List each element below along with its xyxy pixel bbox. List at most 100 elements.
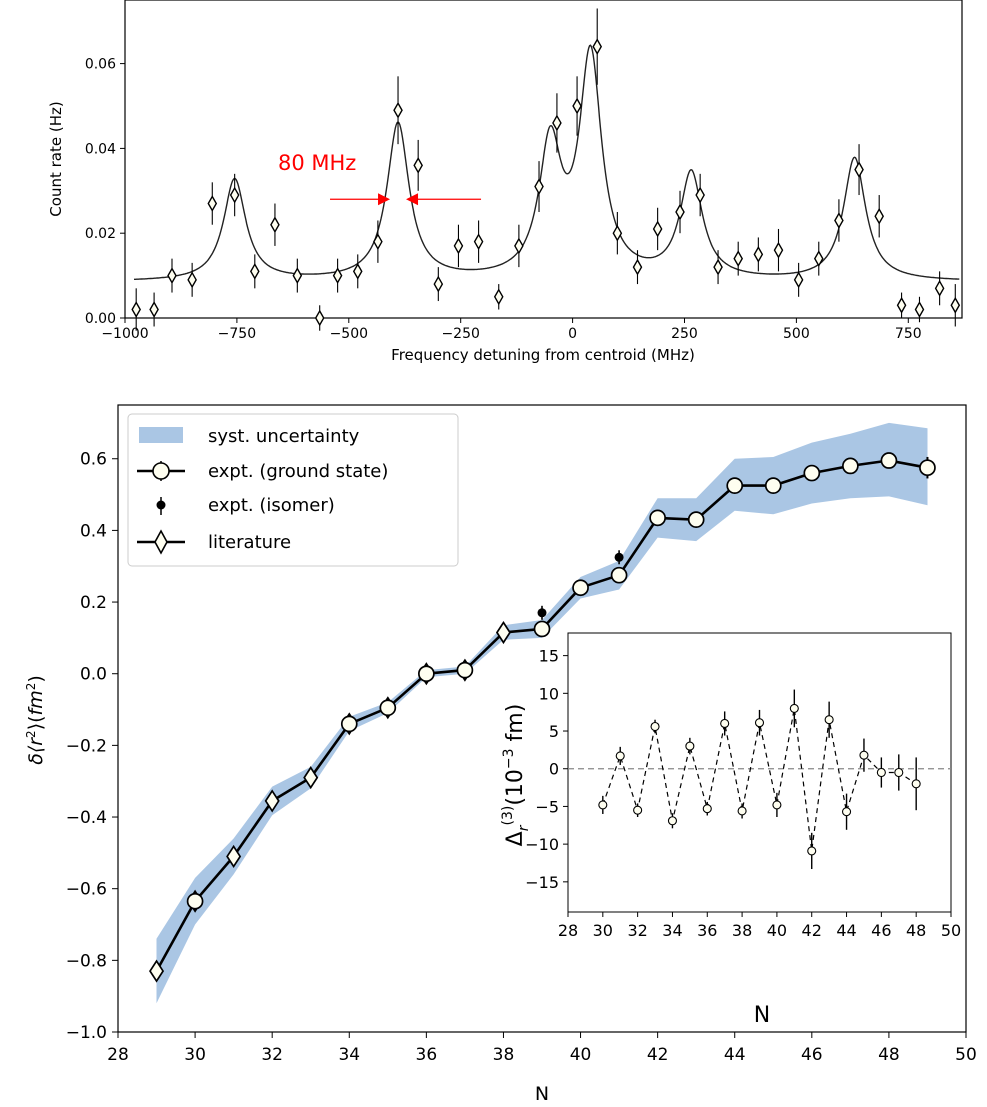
top-data-point xyxy=(572,97,582,115)
top-data-point xyxy=(314,309,325,327)
bottom-y-tick-label: −0.6 xyxy=(66,880,107,900)
top-data-point xyxy=(249,262,260,280)
inset-y-axis-label: Δr(3)(10−3 fm) xyxy=(500,704,532,847)
inset-x-tick-label: 44 xyxy=(836,921,856,940)
inset-x-ticks: 28 30 32 34 36 38 40 42 44 46 48 50 xyxy=(558,912,961,940)
top-data-point xyxy=(229,186,240,204)
top-data-point xyxy=(493,288,504,306)
bottom-y-axis-label: δ⟨r2⟩(fm2) xyxy=(24,675,47,765)
top-data-point xyxy=(914,301,925,318)
inset-point xyxy=(859,750,869,760)
ground-state-point xyxy=(726,477,744,494)
inset-y-tick-label: 5 xyxy=(549,722,559,741)
bottom-x-tick-label: 48 xyxy=(878,1045,900,1065)
top-x-axis-label: Frequency detuning from centroid (MHz) xyxy=(391,346,695,364)
top-y-tick-label: 0.00 xyxy=(85,311,116,327)
bottom-y-ticks: −1.0 −0.8 −0.6 −0.4 −0.2 0.0 0.2 0.4 0.6 xyxy=(66,450,118,1043)
top-data-point xyxy=(950,296,961,314)
bottom-x-tick-label: 46 xyxy=(801,1045,823,1065)
top-data-point xyxy=(393,101,403,119)
top-data-point xyxy=(612,224,623,242)
isomer-point xyxy=(614,552,624,562)
inset-point xyxy=(807,846,817,856)
inset-y-ticks: −15 −10 −5 0 5 10 15 xyxy=(525,647,568,892)
inset-x-tick-label: 38 xyxy=(732,921,752,940)
top-x-ticks: −1000 −750 −500 −250 0 250 500 750 xyxy=(101,318,922,342)
top-data-point xyxy=(292,267,303,285)
top-data-point xyxy=(413,156,423,174)
top-x-tick-label: 500 xyxy=(783,326,810,342)
top-data-point xyxy=(632,258,643,276)
inset-point xyxy=(667,816,678,826)
top-fit-curve xyxy=(134,44,960,280)
top-x-tick-label: −750 xyxy=(218,326,256,342)
ground-state-point xyxy=(186,892,204,910)
literature-point xyxy=(264,789,280,813)
literature-point xyxy=(303,766,319,790)
top-data-point xyxy=(270,216,280,234)
ground-state-point xyxy=(842,457,859,475)
fit-curve-path xyxy=(134,44,960,280)
top-data-point xyxy=(695,186,705,204)
legend-swatch-band xyxy=(139,427,183,443)
inset-point xyxy=(876,767,886,778)
ground-state-point xyxy=(610,566,628,584)
legend-label-isomer: expt. (isomer) xyxy=(208,495,335,516)
inset-point xyxy=(720,718,730,729)
top-x-tick-label: −250 xyxy=(441,326,479,342)
top-data-point xyxy=(773,241,784,259)
inset-x-tick-label: 48 xyxy=(906,921,926,940)
bottom-x-ticks: 28 30 32 34 36 38 40 42 44 46 48 50 xyxy=(107,1032,977,1065)
inset-x-tick-label: 28 xyxy=(558,921,578,940)
ground-state-point xyxy=(456,661,474,679)
legend-box xyxy=(127,413,459,567)
bottom-x-tick-label: 40 xyxy=(570,1045,592,1065)
top-y-ticks: 0.00 0.02 0.04 0.06 xyxy=(85,57,125,327)
inset-y-tick-label: 15 xyxy=(539,647,559,666)
inset-point xyxy=(911,779,921,789)
ground-state-point xyxy=(340,715,358,733)
bottom-data-points xyxy=(149,452,936,983)
top-data-point xyxy=(514,237,524,255)
legend-marker-isomer xyxy=(156,500,166,510)
inset-point xyxy=(754,718,765,728)
bottom-x-axis-label: N xyxy=(535,1083,549,1105)
inset-x-tick-label: 30 xyxy=(593,921,613,940)
top-data-point xyxy=(793,271,804,289)
top-x-tick-label: −1000 xyxy=(101,326,148,342)
bottom-y-tick-label: 0.4 xyxy=(80,521,107,541)
bottom-y-tick-label: −0.2 xyxy=(66,736,107,756)
top-data-point xyxy=(187,271,197,289)
inset-x-tick-label: 40 xyxy=(767,921,787,940)
bottom-x-tick-label: 28 xyxy=(107,1045,129,1065)
bottom-x-tick-label: 36 xyxy=(416,1045,438,1065)
inset-point xyxy=(772,800,782,810)
uncertainty-band-area xyxy=(156,422,928,1004)
ground-state-point xyxy=(533,620,551,638)
legend-marker-literature xyxy=(154,529,168,555)
inset-y-tick-label: 10 xyxy=(539,684,559,703)
bottom-x-tick-label: 38 xyxy=(493,1045,515,1065)
bottom-y-tick-label: 0.2 xyxy=(80,593,107,613)
bottom-x-tick-label: 32 xyxy=(261,1045,283,1065)
top-data-point xyxy=(675,203,685,221)
top-data-point xyxy=(874,207,885,225)
top-y-axis-label: Count rate (Hz) xyxy=(47,101,65,216)
bottom-x-tick-label: 50 xyxy=(955,1045,977,1065)
ground-state-point xyxy=(418,665,435,683)
top-data-point xyxy=(131,301,141,318)
legend-marker-ground xyxy=(152,462,170,480)
bottom-x-tick-label: 44 xyxy=(724,1045,746,1065)
top-data-point xyxy=(592,38,603,56)
inset-y-tick-label: −15 xyxy=(525,873,559,892)
top-y-tick-label: 0.04 xyxy=(85,141,116,157)
bottom-y-tick-label: −0.4 xyxy=(66,808,107,828)
annotation-arrowhead-left xyxy=(378,193,391,206)
legend-label-band: syst. uncertainty xyxy=(208,426,360,447)
top-data-point xyxy=(652,220,663,238)
top-y-tick-label: 0.02 xyxy=(85,226,116,242)
ground-state-point xyxy=(880,452,898,469)
top-data-point xyxy=(934,279,945,297)
bottom-x-tick-label: 42 xyxy=(647,1045,669,1065)
bottom-x-tick-label: 30 xyxy=(184,1045,206,1065)
